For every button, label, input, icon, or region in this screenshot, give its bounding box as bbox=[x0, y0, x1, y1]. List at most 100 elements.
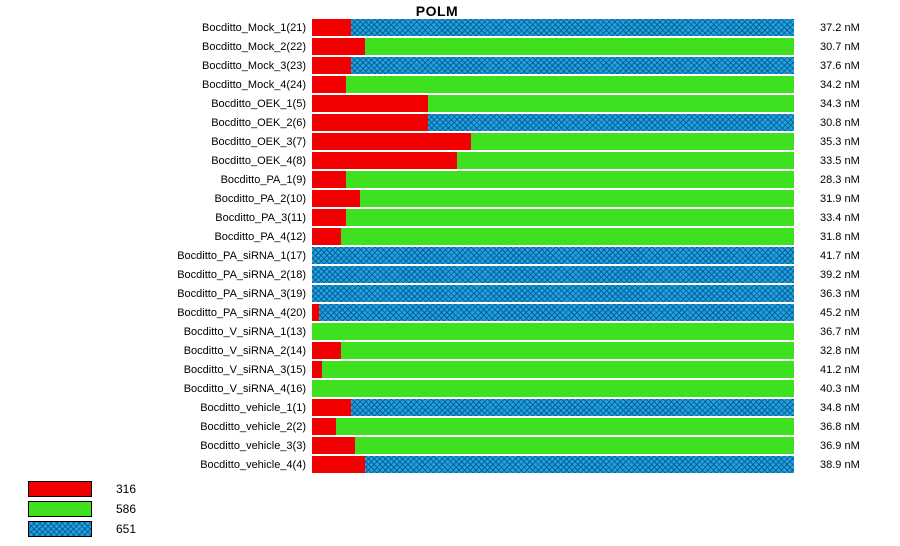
bar-segment-651 bbox=[350, 57, 794, 74]
bar-segment-586 bbox=[360, 190, 794, 207]
chart-row: Bocditto_vehicle_1(1) 34.8 nM bbox=[0, 398, 900, 417]
bar-segment-316 bbox=[312, 190, 361, 207]
chart-row: Bocditto_vehicle_3(3) 36.9 nM bbox=[0, 436, 900, 455]
row-label: Bocditto_PA_3(11) bbox=[215, 211, 306, 224]
bar-segment-651 bbox=[350, 19, 794, 36]
bar-segment-586 bbox=[471, 133, 794, 150]
row-label: Bocditto_OEK_1(5) bbox=[211, 97, 306, 110]
legend-label: 586 bbox=[116, 502, 137, 516]
bar-segment-586 bbox=[340, 342, 794, 359]
row-label: Bocditto_Mock_1(21) bbox=[202, 21, 306, 34]
row-label: Bocditto_PA_siRNA_3(19) bbox=[177, 287, 306, 300]
row-value: 34.3 nM bbox=[820, 97, 860, 110]
chart-row: Bocditto_V_siRNA_1(13) 36.7 nM bbox=[0, 322, 900, 341]
legend-row: 651 bbox=[28, 519, 136, 539]
bar-segment-316 bbox=[312, 361, 322, 378]
row-label: Bocditto_PA_4(12) bbox=[214, 230, 306, 243]
row-label: Bocditto_OEK_3(7) bbox=[211, 135, 306, 148]
stacked-bar bbox=[312, 171, 794, 188]
row-value: 34.2 nM bbox=[820, 78, 860, 91]
bar-segment-316 bbox=[312, 114, 428, 131]
row-value: 36.7 nM bbox=[820, 325, 860, 338]
chart-row: Bocditto_vehicle_4(4) 38.9 nM bbox=[0, 455, 900, 474]
legend-swatch-586 bbox=[28, 501, 92, 517]
row-label: Bocditto_PA_1(9) bbox=[220, 173, 306, 186]
bar-segment-316 bbox=[312, 38, 366, 55]
stacked-bar bbox=[312, 266, 794, 283]
stacked-bar bbox=[312, 228, 794, 245]
legend-label: 651 bbox=[116, 522, 137, 536]
row-value: 32.8 nM bbox=[820, 344, 860, 357]
row-label: Bocditto_vehicle_4(4) bbox=[200, 458, 306, 471]
stacked-bar bbox=[312, 190, 794, 207]
row-value: 33.5 nM bbox=[820, 154, 860, 167]
chart-row: Bocditto_PA_1(9) 28.3 nM bbox=[0, 170, 900, 189]
chart-row: Bocditto_OEK_1(5) 34.3 nM bbox=[0, 94, 900, 113]
stacked-bar bbox=[312, 380, 794, 397]
chart-row: Bocditto_vehicle_2(2) 36.8 nM bbox=[0, 417, 900, 436]
stacked-bar bbox=[312, 133, 794, 150]
stacked-bar bbox=[312, 285, 794, 302]
row-value: 40.3 nM bbox=[820, 382, 860, 395]
stacked-bar bbox=[312, 456, 794, 473]
chart-row: Bocditto_OEK_4(8) 33.5 nM bbox=[0, 151, 900, 170]
bar-segment-586 bbox=[355, 437, 794, 454]
bar-segment-316 bbox=[312, 171, 346, 188]
legend-label: 316 bbox=[116, 482, 137, 496]
stacked-bar bbox=[312, 304, 794, 321]
bar-segment-586 bbox=[312, 380, 794, 397]
chart-row: Bocditto_Mock_4(24) 34.2 nM bbox=[0, 75, 900, 94]
row-label: Bocditto_Mock_2(22) bbox=[202, 40, 306, 53]
row-value: 41.7 nM bbox=[820, 249, 860, 262]
chart-row: Bocditto_PA_siRNA_1(17) 41.7 nM bbox=[0, 246, 900, 265]
legend-row: 586 bbox=[28, 499, 136, 519]
row-value: 35.3 nM bbox=[820, 135, 860, 148]
bar-segment-586 bbox=[365, 38, 794, 55]
bar-segment-651 bbox=[312, 247, 794, 264]
bar-segment-316 bbox=[312, 418, 337, 435]
row-label: Bocditto_OEK_4(8) bbox=[211, 154, 306, 167]
legend-swatch-651 bbox=[28, 521, 92, 537]
stacked-bar bbox=[312, 361, 794, 378]
chart-row: Bocditto_PA_3(11) 33.4 nM bbox=[0, 208, 900, 227]
row-label: Bocditto_PA_siRNA_1(17) bbox=[177, 249, 306, 262]
stacked-bar bbox=[312, 95, 794, 112]
bar-segment-651 bbox=[365, 456, 794, 473]
stacked-bar bbox=[312, 418, 794, 435]
row-value: 31.9 nM bbox=[820, 192, 860, 205]
bar-segment-316 bbox=[312, 19, 351, 36]
row-value: 30.8 nM bbox=[820, 116, 860, 129]
stacked-bar bbox=[312, 38, 794, 55]
stacked-bar bbox=[312, 19, 794, 36]
row-label: Bocditto_V_siRNA_4(16) bbox=[183, 382, 306, 395]
row-label: Bocditto_V_siRNA_3(15) bbox=[183, 363, 306, 376]
chart-row: Bocditto_OEK_3(7) 35.3 nM bbox=[0, 132, 900, 151]
bar-segment-651 bbox=[350, 399, 794, 416]
bar-segment-586 bbox=[345, 209, 794, 226]
chart-row: Bocditto_V_siRNA_3(15) 41.2 nM bbox=[0, 360, 900, 379]
chart-title: POLM bbox=[415, 3, 459, 19]
stacked-bar bbox=[312, 152, 794, 169]
bar-segment-651 bbox=[312, 285, 794, 302]
bar-segment-316 bbox=[312, 76, 346, 93]
row-value: 30.7 nM bbox=[820, 40, 860, 53]
stacked-bar bbox=[312, 76, 794, 93]
bar-segment-586 bbox=[340, 228, 794, 245]
row-label: Bocditto_PA_2(10) bbox=[214, 192, 306, 205]
bar-segment-651 bbox=[427, 114, 794, 131]
bar-segment-316 bbox=[312, 342, 341, 359]
stacked-bar bbox=[312, 437, 794, 454]
bar-segment-316 bbox=[312, 152, 457, 169]
row-value: 36.8 nM bbox=[820, 420, 860, 433]
stacked-bar bbox=[312, 209, 794, 226]
stacked-bar bbox=[312, 399, 794, 416]
row-value: 41.2 nM bbox=[820, 363, 860, 376]
row-label: Bocditto_vehicle_3(3) bbox=[200, 439, 306, 452]
row-value: 34.8 nM bbox=[820, 401, 860, 414]
bar-segment-316 bbox=[312, 228, 341, 245]
chart-row: Bocditto_OEK_2(6) 30.8 nM bbox=[0, 113, 900, 132]
legend-row: 316 bbox=[28, 479, 136, 499]
bar-segment-651 bbox=[319, 304, 794, 321]
row-label: Bocditto_V_siRNA_1(13) bbox=[183, 325, 306, 338]
